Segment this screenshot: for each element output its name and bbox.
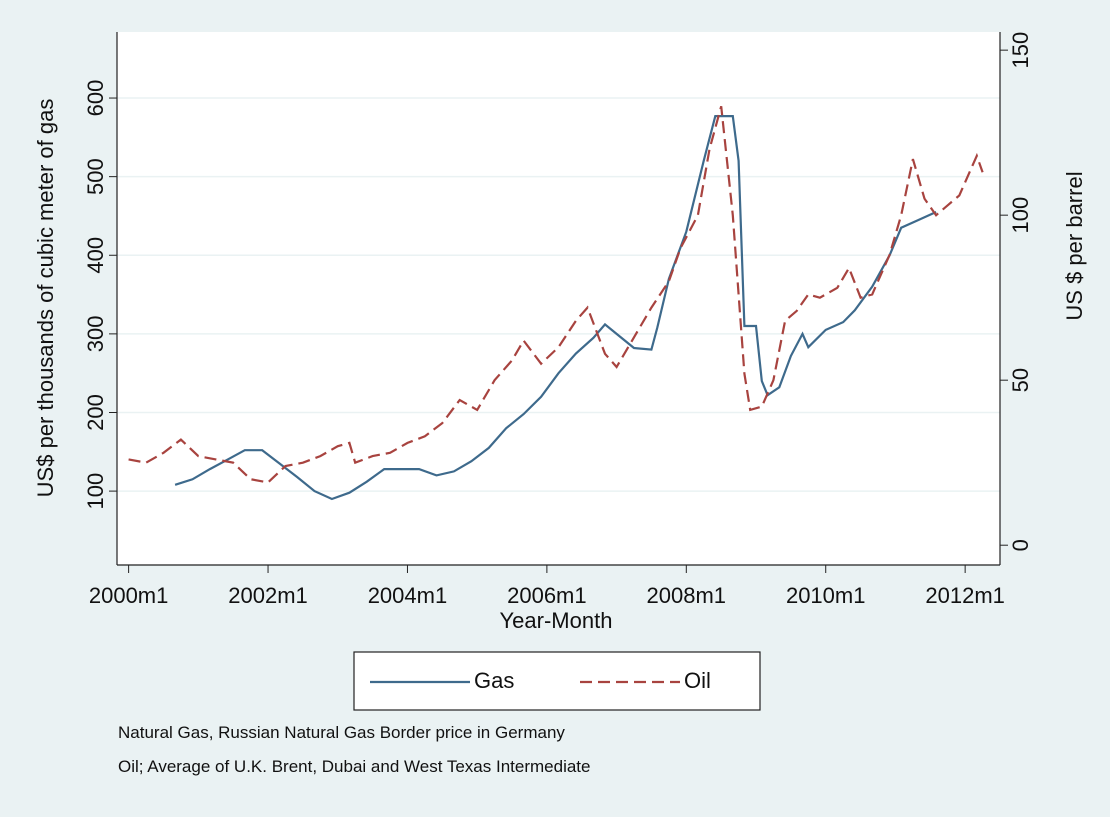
- legend-label: Oil: [684, 668, 711, 693]
- note: Natural Gas, Russian Natural Gas Border …: [118, 723, 565, 742]
- x-tick-label: 2012m1: [925, 583, 1005, 608]
- y2-tick-label: 150: [1008, 32, 1033, 69]
- y2-axis-title: US $ per barrel: [1062, 171, 1087, 320]
- plot-area: [117, 32, 1000, 565]
- x-tick-label: 2004m1: [368, 583, 448, 608]
- legend-label: Gas: [474, 668, 514, 693]
- x-tick-label: 2008m1: [647, 583, 727, 608]
- x-tick-label: 2000m1: [89, 583, 169, 608]
- y2-tick-label: 0: [1008, 539, 1033, 551]
- series-line: [128, 106, 984, 484]
- x-tick-label: 2002m1: [228, 583, 308, 608]
- x-tick-label: 2010m1: [786, 583, 866, 608]
- y-tick-label: 100: [83, 473, 108, 510]
- x-axis-title: Year-Month: [500, 608, 613, 633]
- series-line: [174, 115, 937, 501]
- y-tick-label: 300: [83, 316, 108, 353]
- note: Oil; Average of U.K. Brent, Dubai and We…: [118, 757, 590, 776]
- y-tick-label: 200: [83, 394, 108, 431]
- y-tick-label: 600: [83, 80, 108, 117]
- y-tick-label: 400: [83, 237, 108, 274]
- x-tick-label: 2006m1: [507, 583, 587, 608]
- y-axis-title: US$ per thousands of cubic meter of gas: [33, 99, 58, 498]
- y2-tick-label: 100: [1008, 197, 1033, 234]
- y2-tick-label: 50: [1008, 368, 1033, 392]
- y-tick-label: 500: [83, 158, 108, 195]
